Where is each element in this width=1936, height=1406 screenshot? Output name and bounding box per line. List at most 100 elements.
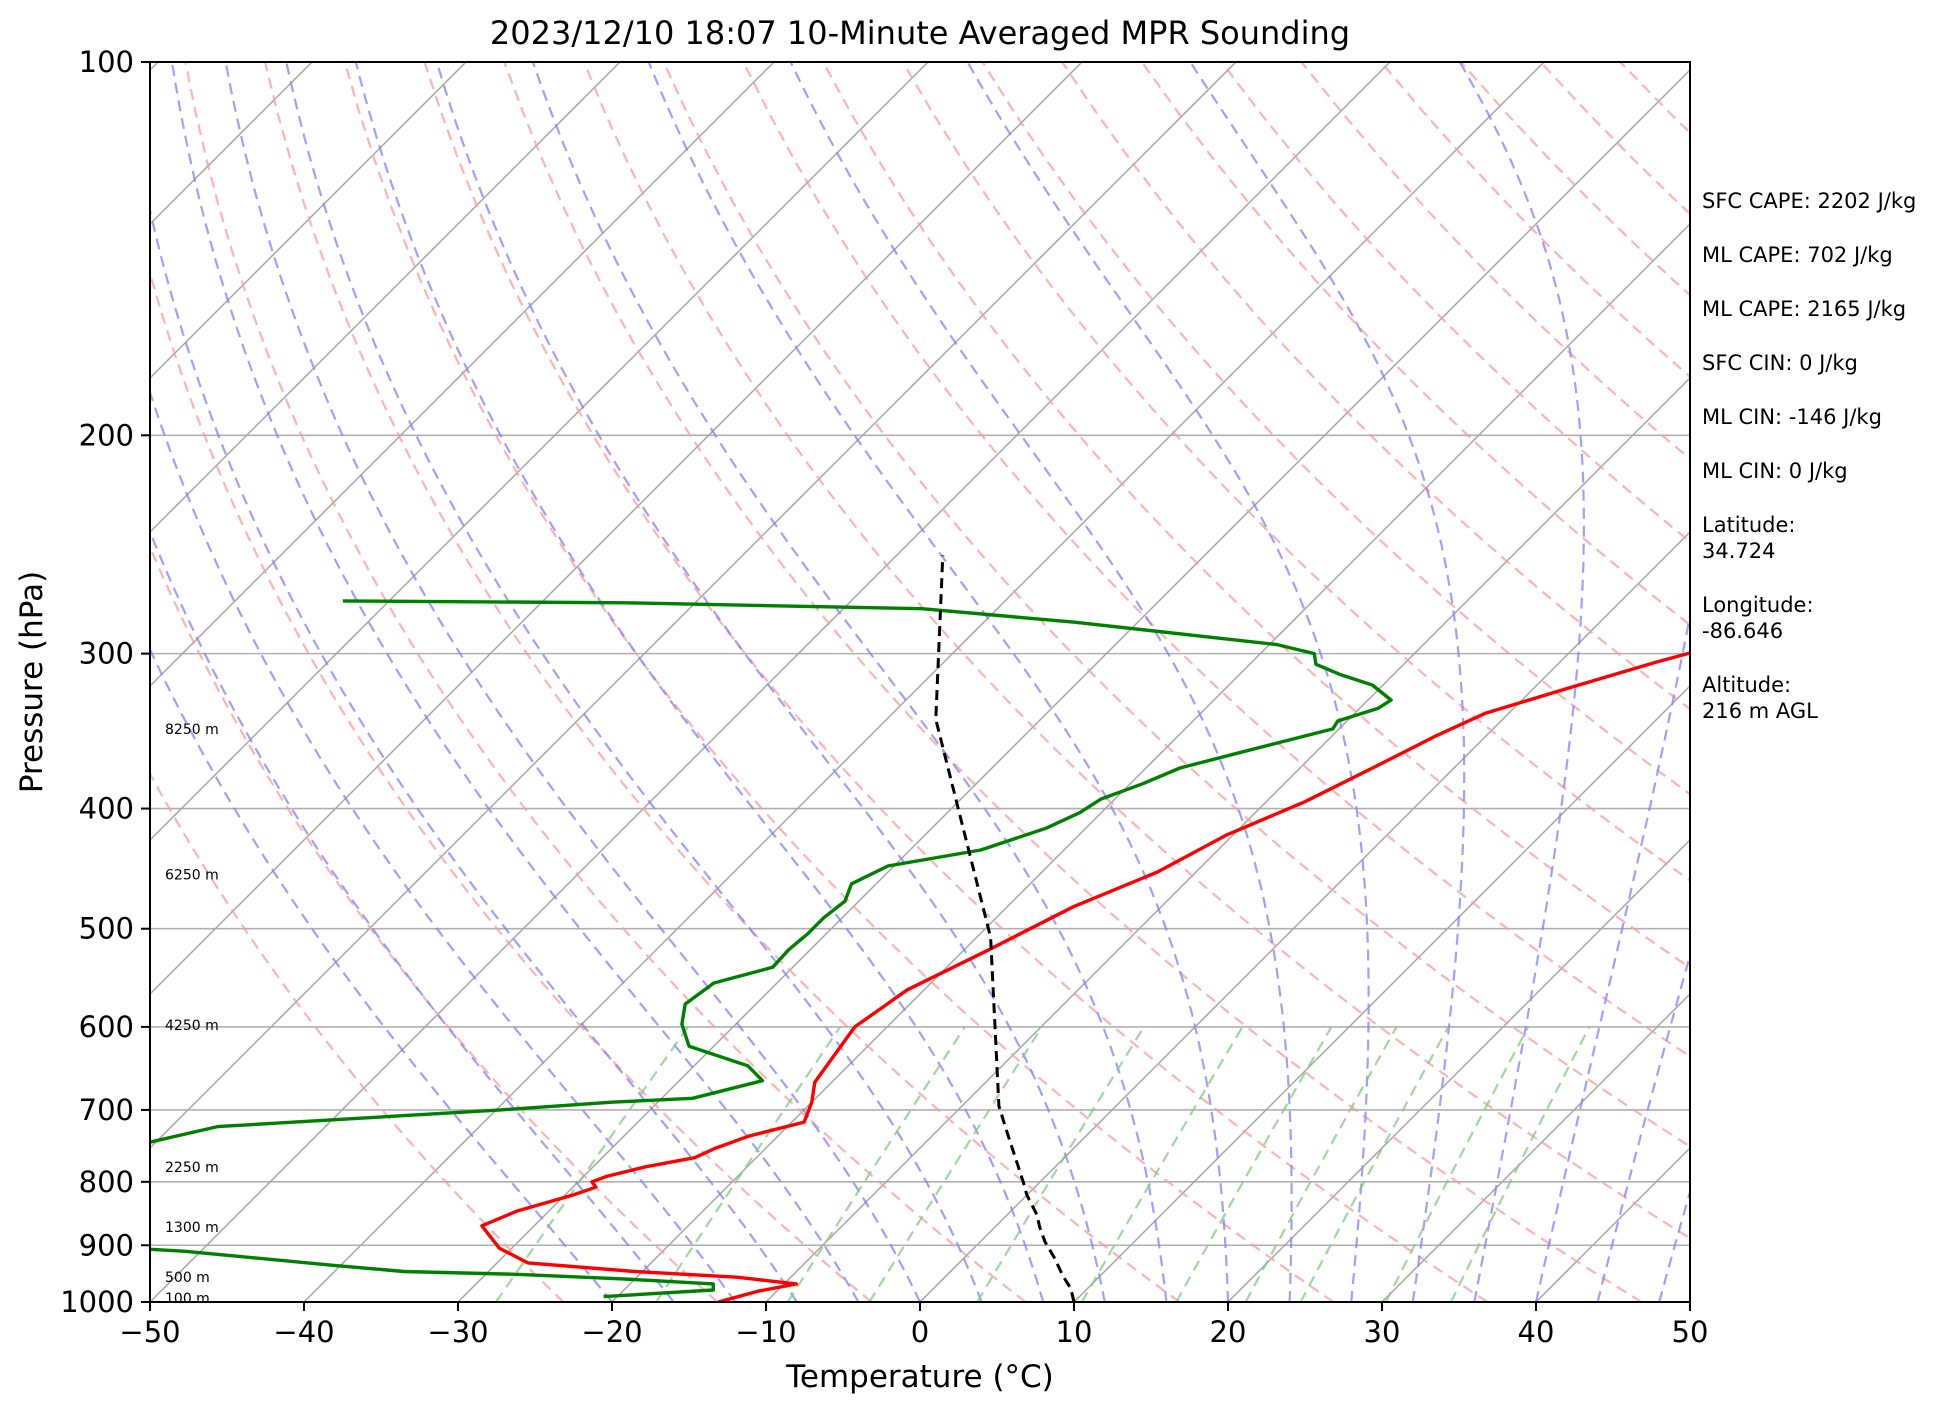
sounding-info-panel: SFC CAPE: 2202 J/kg ML CAPE: 702 J/kg ML C… — [1702, 189, 1916, 723]
mixing-ratio-line — [786, 1026, 966, 1302]
mixing-ratio-line — [655, 1026, 842, 1302]
info-panel-line: 216 m AGL — [1702, 699, 1818, 723]
chart-title: 2023/12/10 18:07 10-Minute Averaged MPR … — [490, 14, 1350, 52]
x-tick-label: −20 — [581, 1315, 642, 1349]
height-label: 4250 m — [165, 1018, 219, 1034]
moist-adiabat-line — [354, 62, 1045, 1302]
info-panel-line: SFC CIN: 0 J/kg — [1702, 351, 1858, 375]
mixing-ratio-line — [1244, 1026, 1398, 1302]
isotherm-line — [150, 62, 1391, 1302]
height-label: 100 m — [165, 1291, 210, 1307]
mixing-ratio-line — [1080, 1026, 1244, 1302]
moist-adiabat-line — [1189, 62, 1466, 1302]
pressure-gridlines — [150, 434, 1690, 1247]
mixing-ratio-lines — [495, 1026, 1591, 1302]
height-label: 8250 m — [165, 722, 219, 738]
info-panel-line: SFC CAPE: 2202 J/kg — [1702, 189, 1916, 213]
mixing-ratio-line — [495, 1026, 689, 1302]
isotherm-line — [611, 222, 1690, 1302]
mixing-ratio-line — [1450, 1026, 1591, 1302]
moist-adiabat-line — [1534, 610, 1690, 1302]
moist-adiabat-line — [150, 389, 737, 1302]
moist-adiabat-line — [531, 62, 1168, 1302]
isotherm-lines — [150, 62, 1690, 1302]
isotherm-line — [150, 62, 775, 688]
x-axis-label: Temperature (°C) — [785, 1359, 1054, 1395]
y-tick-label: 100 — [79, 45, 134, 79]
y-tick-label: 600 — [79, 1010, 134, 1044]
info-panel-line: ML CIN: -146 J/kg — [1702, 405, 1882, 429]
height-label: 6250 m — [165, 867, 219, 883]
height-labels: 8250 m 6250 m 4250 m 2250 m 1300 m 500 m 100 m — [165, 722, 219, 1307]
moist-adiabat-line — [435, 62, 1106, 1302]
mixing-ratio-line — [1384, 1026, 1530, 1302]
mixing-ratio-line — [976, 1026, 1145, 1302]
isotherm-line — [919, 530, 1690, 1302]
mixing-ratio-line — [868, 1026, 1043, 1302]
isotherm-line — [457, 68, 1690, 1302]
info-panel-line: ML CAPE: 2165 J/kg — [1702, 297, 1906, 321]
info-panel-line: ML CIN: 0 J/kg — [1702, 459, 1848, 483]
moist-adiabat-line — [1658, 1188, 1690, 1302]
dry-adiabat-line — [582, 62, 1690, 1240]
isotherm-line — [303, 62, 1545, 1302]
isotherm-line — [150, 62, 467, 380]
y-tick-label: 1000 — [60, 1285, 134, 1319]
isotherm-line — [150, 62, 1083, 996]
dry-adiabat-line — [901, 62, 1690, 882]
y-tick-label: 800 — [79, 1165, 134, 1199]
y-tick-label: 400 — [79, 792, 134, 826]
x-tick-label: 50 — [1672, 1315, 1709, 1349]
isotherm-line — [1381, 992, 1690, 1302]
sounding-traces — [150, 555, 1690, 1302]
isotherm-line — [150, 62, 929, 842]
dry-adiabat-line — [662, 62, 1690, 1148]
height-label: 500 m — [165, 1270, 210, 1286]
x-axis-ticks: −50 −40 −30 −20 −10 0 10 20 30 40 50 — [119, 1302, 1708, 1349]
temperature-trace — [480, 651, 1690, 1302]
x-tick-label: 40 — [1518, 1315, 1555, 1349]
height-label: 2250 m — [165, 1160, 219, 1176]
dry-adiabat-line — [742, 62, 1690, 1058]
x-tick-label: −10 — [735, 1315, 796, 1349]
x-tick-label: 30 — [1364, 1315, 1401, 1349]
y-axis-ticks: 100 200 300 400 500 600 700 800 900 1000 — [60, 45, 150, 1319]
info-panel-line: Longitude: — [1702, 593, 1814, 617]
y-tick-label: 300 — [79, 637, 134, 671]
info-panel-line: Altitude: — [1702, 673, 1791, 697]
y-tick-label: 900 — [79, 1228, 134, 1262]
moist-adiabat-line — [150, 646, 613, 1302]
moist-adiabat-line — [1458, 62, 1586, 1302]
dry-adiabat-line — [264, 62, 1181, 1302]
info-panel-line: Latitude: — [1702, 513, 1796, 537]
isotherm-line — [150, 62, 621, 534]
dry-adiabat-line — [150, 268, 873, 1302]
x-tick-label: 10 — [1056, 1315, 1093, 1349]
isotherm-line — [765, 376, 1690, 1302]
mixing-ratio-line — [1299, 1026, 1450, 1302]
y-axis-label: Pressure (hPa) — [14, 571, 50, 793]
dry-adiabat-line — [150, 544, 719, 1302]
isotherm-line — [1227, 838, 1690, 1302]
height-label: 1300 m — [165, 1220, 219, 1236]
info-panel-line: ML CAPE: 702 J/kg — [1702, 243, 1893, 267]
plot-area — [150, 62, 1690, 1302]
x-tick-label: −50 — [119, 1315, 180, 1349]
x-tick-label: −40 — [273, 1315, 334, 1349]
info-panel-line: -86.646 — [1702, 619, 1783, 643]
dry-adiabat-line — [343, 62, 1335, 1302]
moist-adiabat-line — [224, 62, 921, 1302]
x-tick-label: 0 — [911, 1315, 929, 1349]
moist-adiabat-line — [150, 528, 675, 1302]
mixing-ratio-line — [1175, 1026, 1333, 1302]
x-tick-label: −30 — [427, 1315, 488, 1349]
y-tick-label: 700 — [79, 1093, 134, 1127]
isotherm-line — [150, 62, 1237, 1150]
dry-adiabat-line — [981, 62, 1690, 796]
y-tick-label: 200 — [79, 418, 134, 452]
dewpoint-trace — [150, 599, 1393, 1299]
moist-adiabat-line — [170, 62, 860, 1302]
moist-adiabat-line — [285, 62, 983, 1302]
y-tick-label: 500 — [79, 912, 134, 946]
